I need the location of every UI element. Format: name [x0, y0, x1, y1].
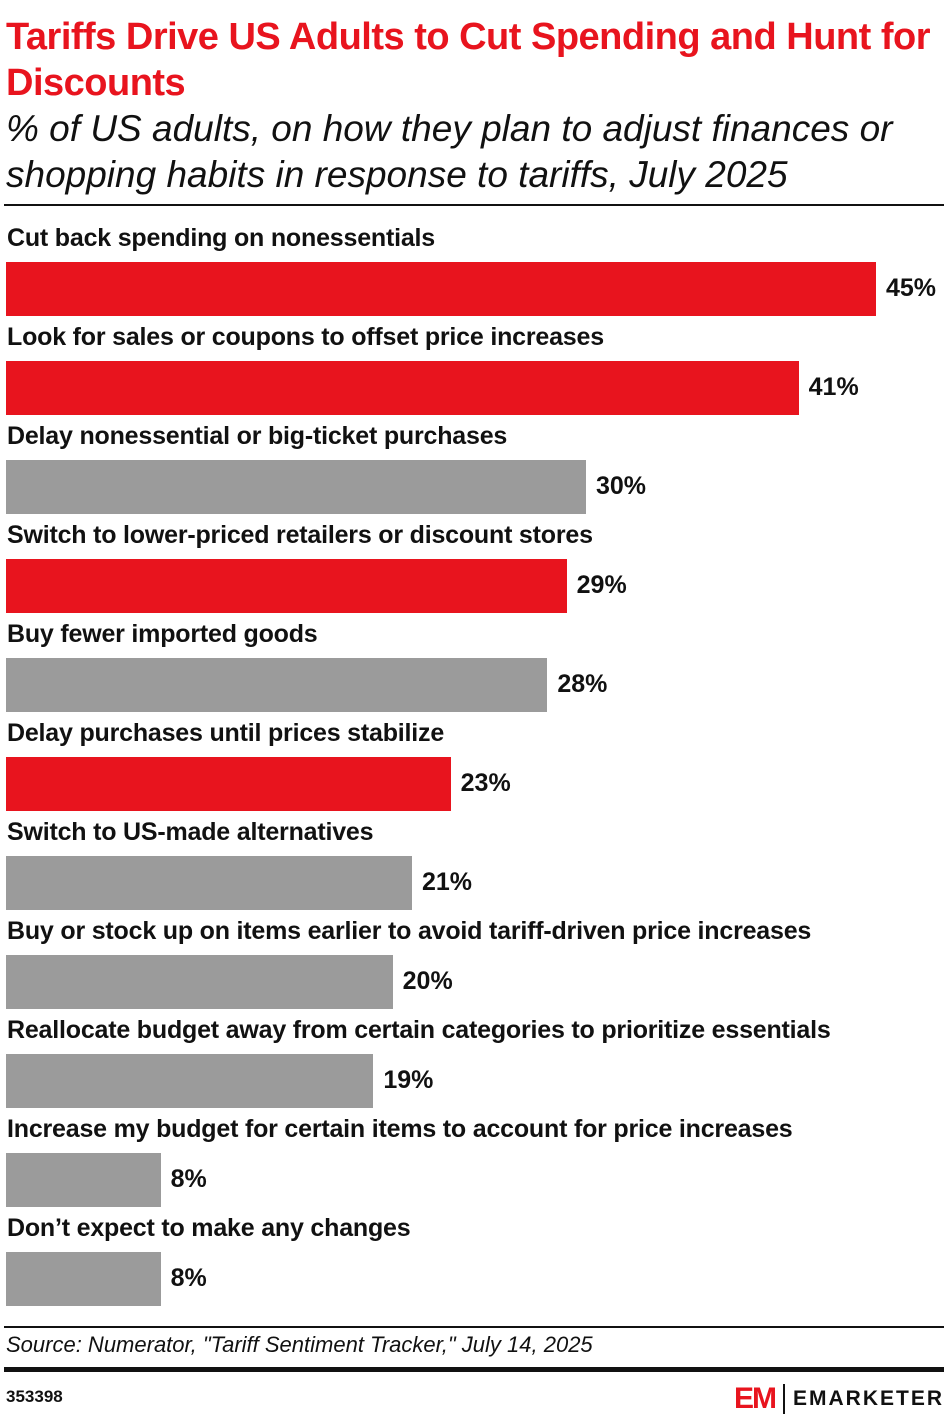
- data-label: 20%: [402, 967, 453, 995]
- data-label: 8%: [170, 1264, 207, 1292]
- category-label: Look for sales or coupons to offset pric…: [7, 323, 604, 351]
- category-label: Cut back spending on nonessentials: [7, 224, 435, 252]
- logo-separator: [782, 1384, 785, 1414]
- bar: [6, 559, 567, 613]
- data-label: 30%: [596, 472, 647, 500]
- category-label: Buy fewer imported goods: [7, 620, 318, 648]
- data-label: 19%: [383, 1066, 434, 1094]
- category-label: Switch to lower-priced retailers or disc…: [7, 521, 593, 549]
- bar: [6, 262, 876, 316]
- category-label: Switch to US-made alternatives: [7, 818, 374, 846]
- emarketer-logo: EM EMARKETER: [734, 1382, 944, 1416]
- bar: [6, 757, 451, 811]
- bar: [6, 658, 548, 712]
- data-label: 45%: [886, 274, 937, 302]
- bar: [6, 955, 393, 1009]
- source-note: Source: Numerator, "Tariff Sentiment Tra…: [6, 1332, 593, 1357]
- category-label: Buy or stock up on items earlier to avoi…: [7, 917, 812, 945]
- category-label: Delay purchases until prices stabilize: [7, 719, 445, 747]
- data-label: 21%: [422, 868, 473, 896]
- data-label: 41%: [808, 373, 859, 401]
- bar: [6, 460, 586, 514]
- bar-chart: Cut back spending on nonessentials 45% Loo…: [0, 222, 948, 1322]
- logo-name: EMARKETER: [792, 1387, 944, 1410]
- chart-title: Tariffs Drive US Adults to Cut Spending …: [6, 16, 930, 104]
- data-label: 29%: [576, 571, 627, 599]
- chart-subtitle: % of US adults, on how they plan to adju…: [6, 108, 893, 195]
- bar: [6, 361, 799, 415]
- divider: [4, 1367, 944, 1372]
- data-label: 28%: [557, 670, 608, 698]
- bar: [6, 1054, 374, 1108]
- divider: [4, 1326, 944, 1328]
- category-label: Delay nonessential or big-ticket purchas…: [7, 422, 508, 450]
- category-label: Don’t expect to make any changes: [7, 1214, 411, 1242]
- bar: [6, 856, 412, 910]
- logo-mark: EM: [733, 1382, 777, 1415]
- bar: [6, 1252, 161, 1306]
- data-label: 23%: [460, 769, 511, 797]
- chart-id: 353398: [6, 1387, 63, 1406]
- category-label: Reallocate budget away from certain cate…: [7, 1016, 831, 1044]
- data-label: 8%: [170, 1165, 207, 1193]
- divider: [4, 204, 944, 206]
- category-label: Increase my budget for certain items to …: [7, 1115, 793, 1143]
- bar: [6, 1153, 161, 1207]
